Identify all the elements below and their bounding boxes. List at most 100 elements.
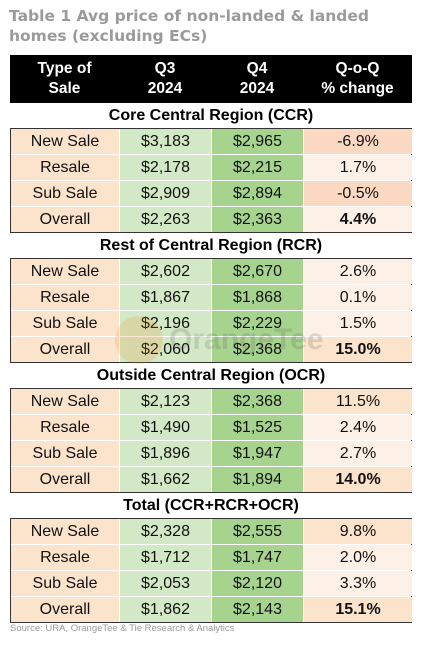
table-row: Overall $2,263 $2,363 4.4% xyxy=(11,206,413,232)
q3-price-cell: $2,328 xyxy=(120,519,212,544)
qoq-change-cell: 15.0% xyxy=(304,337,413,362)
section-title: Total (CCR+RCR+OCR) xyxy=(10,493,412,518)
section-title: Rest of Central Region (RCR) xyxy=(10,233,412,258)
table-row: Resale $1,490 $1,525 2.4% xyxy=(11,414,413,440)
q3-price-cell: $2,909 xyxy=(120,181,212,206)
section-title: Core Central Region (CCR) xyxy=(10,103,412,128)
qoq-change-cell: 4.4% xyxy=(304,207,413,232)
qoq-change-cell: 0.1% xyxy=(304,285,413,310)
sale-type-cell: Resale xyxy=(11,155,120,180)
table-row: Overall $1,862 $2,143 15.1% xyxy=(11,596,413,622)
sale-type-cell: Overall xyxy=(11,207,120,232)
table-title: Table 1 Avg price of non-landed & landed… xyxy=(9,7,369,45)
table-row: Resale $2,178 $2,215 1.7% xyxy=(11,154,413,180)
q4-price-cell: $2,363 xyxy=(212,207,304,232)
qoq-change-cell: 11.5% xyxy=(304,389,413,414)
qoq-change-cell: 1.5% xyxy=(304,311,413,336)
q4-price-cell: $1,525 xyxy=(212,415,304,440)
q4-price-cell: $1,894 xyxy=(212,467,304,492)
qoq-change-cell: 2.4% xyxy=(304,415,413,440)
qoq-change-cell: 2.7% xyxy=(304,441,413,466)
table-row: New Sale $2,602 $2,670 2.6% xyxy=(11,259,413,284)
q4-price-cell: $1,747 xyxy=(212,545,304,570)
header-qoq-change: Q-o-Q % change xyxy=(321,60,394,97)
q4-price-cell: $1,868 xyxy=(212,285,304,310)
sale-type-cell: Overall xyxy=(11,597,120,622)
q3-price-cell: $2,263 xyxy=(120,207,212,232)
sale-type-cell: Resale xyxy=(11,415,120,440)
table-row: New Sale $3,183 $2,965 -6.9% xyxy=(11,129,413,154)
header-q3-2024: Q3 2024 xyxy=(147,60,183,97)
header-q4-2024: Q4 2024 xyxy=(239,60,275,97)
sale-type-cell: Sub Sale xyxy=(11,181,120,206)
sale-type-cell: Resale xyxy=(11,285,120,310)
q4-price-cell: $2,894 xyxy=(212,181,304,206)
qoq-change-cell: 1.7% xyxy=(304,155,413,180)
table-row: Overall $1,662 $1,894 14.0% xyxy=(11,466,413,492)
section-block: New Sale $2,123 $2,368 11.5% Resale $1,490 $1,… xyxy=(10,388,413,493)
header-type-of-sale: Type of Sale xyxy=(37,60,92,97)
table-row: Resale $1,867 $1,868 0.1% xyxy=(11,284,413,310)
q3-price-cell: $1,662 xyxy=(120,467,212,492)
table-row: Sub Sale $2,196 $2,229 1.5% xyxy=(11,310,413,336)
q4-price-cell: $2,965 xyxy=(212,129,304,154)
sale-type-cell: New Sale xyxy=(11,389,120,414)
orangetee-logo-icon xyxy=(115,316,163,364)
table-body: Core Central Region (CCR) New Sale $3,183 $… xyxy=(10,103,413,623)
section-title: Outside Central Region (OCR) xyxy=(10,363,412,388)
price-table: Type of Sale Q3 2024 Q4 2024 Q-o-Q % cha… xyxy=(10,55,413,623)
q3-price-cell: $2,196 xyxy=(120,311,212,336)
qoq-change-cell: 14.0% xyxy=(304,467,413,492)
sale-type-cell: New Sale xyxy=(11,259,120,284)
q3-price-cell: $1,867 xyxy=(120,285,212,310)
qoq-change-cell: 2.6% xyxy=(304,259,413,284)
q3-price-cell: $1,862 xyxy=(120,597,212,622)
q3-price-cell: $1,490 xyxy=(120,415,212,440)
qoq-change-cell: 9.8% xyxy=(304,519,413,544)
table-row: Resale $1,712 $1,747 2.0% xyxy=(11,544,413,570)
sale-type-cell: Overall xyxy=(11,467,120,492)
q3-price-cell: $2,060 xyxy=(120,337,212,362)
table-row: Sub Sale $1,896 $1,947 2.7% xyxy=(11,440,413,466)
section-block: New Sale $3,183 $2,965 -6.9% Resale $2,178 $2,… xyxy=(10,128,413,233)
q3-price-cell: $1,896 xyxy=(120,441,212,466)
q3-price-cell: $2,123 xyxy=(120,389,212,414)
table-row: Sub Sale $2,053 $2,120 3.3% xyxy=(11,570,413,596)
sale-type-cell: Sub Sale xyxy=(11,571,120,596)
qoq-change-cell: -6.9% xyxy=(304,129,413,154)
sale-type-cell: New Sale xyxy=(11,129,120,154)
q4-price-cell: $2,143 xyxy=(212,597,304,622)
q3-price-cell: $1,712 xyxy=(120,545,212,570)
q3-price-cell: $2,053 xyxy=(120,571,212,596)
sale-type-cell: Overall xyxy=(11,337,120,362)
orangetee-watermark: OrangeTee xyxy=(115,316,324,364)
q4-price-cell: $2,368 xyxy=(212,337,304,362)
section-block: New Sale $2,328 $2,555 9.8% Resale $1,712 $1,7… xyxy=(10,518,413,623)
q3-price-cell: $2,602 xyxy=(120,259,212,284)
sale-type-cell: Resale xyxy=(11,545,120,570)
qoq-change-cell: -0.5% xyxy=(304,181,413,206)
table-row: Sub Sale $2,909 $2,894 -0.5% xyxy=(11,180,413,206)
q4-price-cell: $1,947 xyxy=(212,441,304,466)
qoq-change-cell: 15.1% xyxy=(304,597,413,622)
sale-type-cell: Sub Sale xyxy=(11,441,120,466)
q4-price-cell: $2,555 xyxy=(212,519,304,544)
table-row: New Sale $2,123 $2,368 11.5% xyxy=(11,389,413,414)
q3-price-cell: $2,178 xyxy=(120,155,212,180)
sale-type-cell: Sub Sale xyxy=(11,311,120,336)
source-note: Source: URA, OrangeTee & Tie Research & … xyxy=(10,623,235,634)
q4-price-cell: $2,670 xyxy=(212,259,304,284)
q4-price-cell: $2,229 xyxy=(212,311,304,336)
q4-price-cell: $2,368 xyxy=(212,389,304,414)
watermark-text: OrangeTee xyxy=(169,323,324,356)
qoq-change-cell: 3.3% xyxy=(304,571,413,596)
sale-type-cell: New Sale xyxy=(11,519,120,544)
qoq-change-cell: 2.0% xyxy=(304,545,413,570)
table-row: Overall $2,060 $2,368 15.0% xyxy=(11,336,413,362)
q4-price-cell: $2,120 xyxy=(212,571,304,596)
table-row: New Sale $2,328 $2,555 9.8% xyxy=(11,519,413,544)
table-header: Type of Sale Q3 2024 Q4 2024 Q-o-Q % cha… xyxy=(10,55,412,103)
q3-price-cell: $3,183 xyxy=(120,129,212,154)
q4-price-cell: $2,215 xyxy=(212,155,304,180)
section-block: New Sale $2,602 $2,670 2.6% Resale $1,867 $1,8… xyxy=(10,258,413,363)
